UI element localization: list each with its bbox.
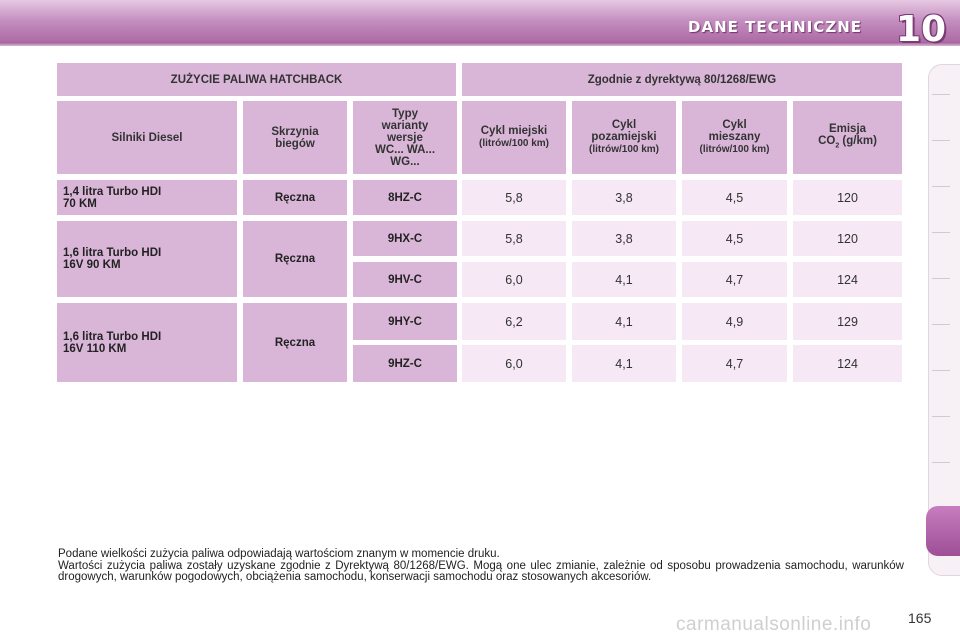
engine-cell: 1,6 litra Turbo HDI 16V 110 KM: [57, 303, 237, 382]
combined-value: 4,9: [682, 303, 787, 340]
footnote-line: Podane wielkości zużycia paliwa odpowiad…: [58, 548, 500, 560]
col-header-type: Typy warianty wersje WC... WA... WG...: [353, 101, 457, 174]
col-header-engine: Silniki Diesel: [57, 101, 237, 174]
type-code-cell: 9HY-C: [353, 303, 457, 340]
co2-value: 120: [793, 180, 902, 215]
urban-value: 5,8: [462, 221, 566, 256]
combined-value: 4,7: [682, 262, 787, 297]
co2-value: 124: [793, 345, 902, 382]
type-code-cell: 9HV-C: [353, 262, 457, 297]
urban-value: 6,0: [462, 345, 566, 382]
co2-value: 124: [793, 262, 902, 297]
extra-urban-value: 4,1: [572, 345, 676, 382]
page-number: 165: [908, 610, 932, 626]
engine-cell: 1,6 litra Turbo HDI 16V 90 KM: [57, 221, 237, 297]
col-header-extra-urban: Cykl pozamiejski (litrów/100 km): [572, 101, 676, 174]
side-tab-divider: [932, 416, 950, 417]
extra-urban-value: 3,8: [572, 221, 676, 256]
co2-value: 129: [793, 303, 902, 340]
col-header-combined: Cykl mieszany (litrów/100 km): [682, 101, 787, 174]
side-tab-divider: [932, 278, 950, 279]
active-chapter-tab[interactable]: [926, 506, 960, 556]
extra-urban-value: 3,8: [572, 180, 676, 215]
col-header-co2: Emisja CO2 (g/km): [793, 101, 902, 174]
co2-value: 120: [793, 221, 902, 256]
side-tab-divider: [932, 186, 950, 187]
urban-value: 6,0: [462, 262, 566, 297]
engine-cell: 1,4 litra Turbo HDI 70 KM: [57, 180, 237, 215]
table-title-right: Zgodnie z dyrektywą 80/1268/EWG: [462, 63, 902, 96]
type-code-cell: 9HZ-C: [353, 345, 457, 382]
header-band: [0, 0, 960, 46]
type-code-cell: 9HX-C: [353, 221, 457, 256]
table-title-left: ZUŻYCIE PALIWA HATCHBACK: [57, 63, 456, 96]
col-header-urban: Cykl miejski (litrów/100 km): [462, 101, 566, 174]
side-tab-divider: [932, 232, 950, 233]
urban-value: 6,2: [462, 303, 566, 340]
page-title: DANE TECHNICZNE: [688, 18, 862, 36]
gearbox-cell: Ręczna: [243, 221, 347, 297]
type-code-cell: 8HZ-C: [353, 180, 457, 215]
side-tab-divider: [932, 370, 950, 371]
gearbox-cell: Ręczna: [243, 180, 347, 215]
side-tab-divider: [932, 324, 950, 325]
col-header-gearbox: Skrzynia biegów: [243, 101, 347, 174]
urban-value: 5,8: [462, 180, 566, 215]
watermark: carmanualsonline.info: [676, 614, 872, 635]
extra-urban-value: 4,1: [572, 303, 676, 340]
combined-value: 4,5: [682, 180, 787, 215]
side-tab-rail: [928, 64, 960, 576]
side-tab-divider: [932, 94, 950, 95]
side-tab-divider: [932, 462, 950, 463]
side-tab-divider: [932, 140, 950, 141]
combined-value: 4,5: [682, 221, 787, 256]
footnote-line: Wartości zużycia paliwa zostały uzyskane…: [58, 559, 904, 583]
combined-value: 4,7: [682, 345, 787, 382]
extra-urban-value: 4,1: [572, 262, 676, 297]
gearbox-cell: Ręczna: [243, 303, 347, 382]
chapter-number: 10: [896, 9, 947, 50]
footnote-text: Podane wielkości zużycia paliwa odpowiad…: [58, 548, 904, 584]
